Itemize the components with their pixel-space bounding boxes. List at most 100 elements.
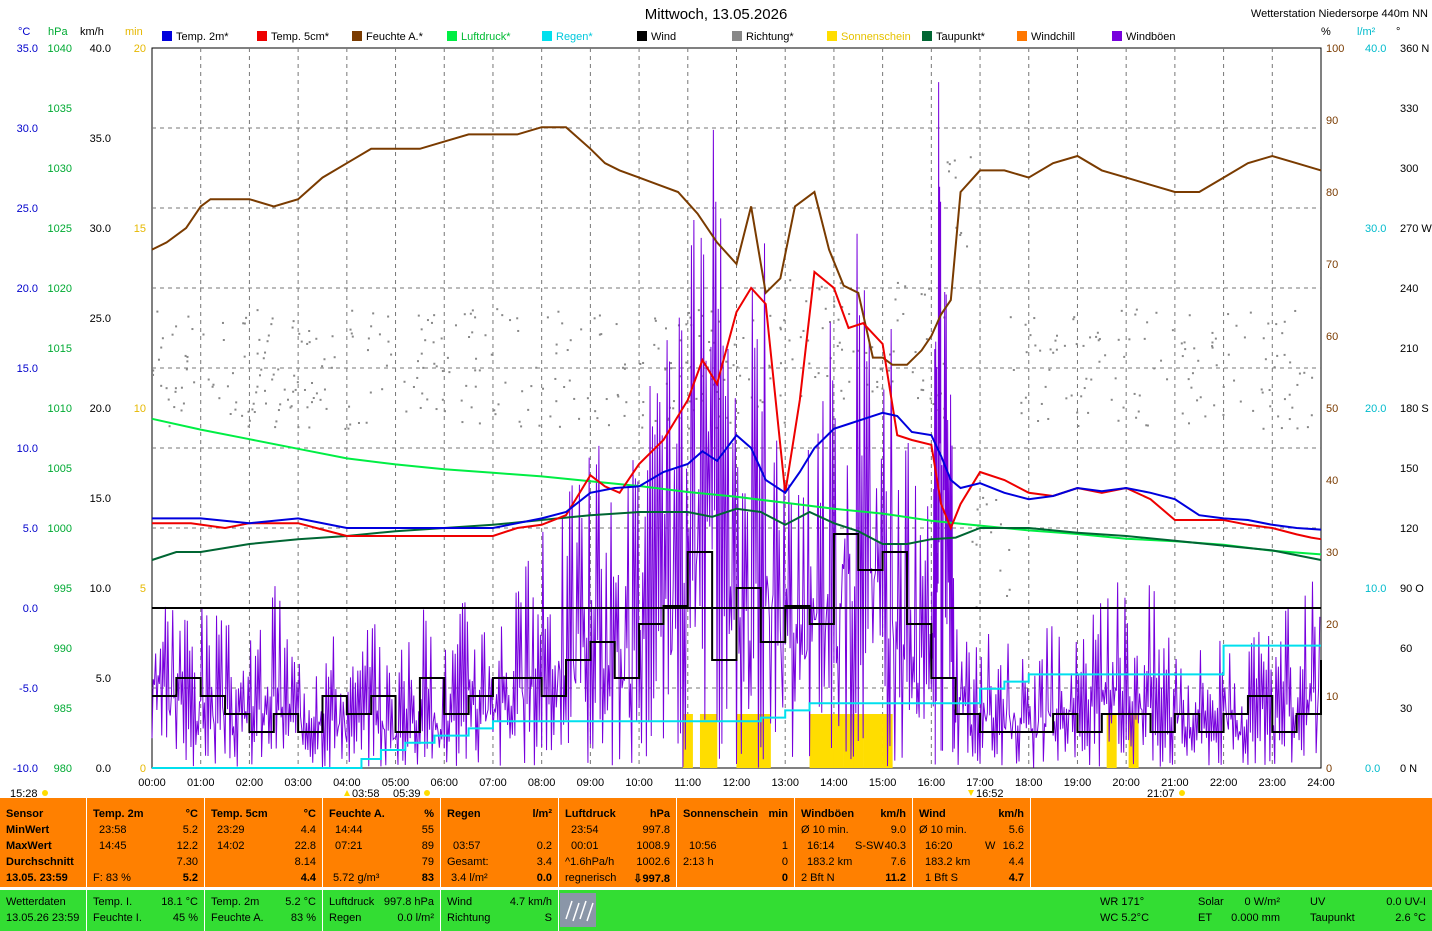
wind-direction-point: [768, 366, 771, 369]
wind-direction-deg: WR 171°: [1100, 896, 1145, 908]
t2m-min-value: 5.2: [182, 824, 198, 836]
wind-direction-point: [538, 424, 541, 427]
tick-label-deg: 210: [1400, 343, 1418, 355]
wind-direction-point: [739, 374, 742, 377]
gust-line: [151, 82, 1321, 768]
wind-direction-point: [174, 387, 177, 390]
wind-direction-point: [805, 300, 808, 303]
wind-direction-point: [871, 390, 874, 393]
sun-avg: 0: [781, 856, 788, 868]
wind-direction-point: [709, 349, 712, 352]
wind-direction-point: [333, 356, 336, 359]
wind-direction-point: [1137, 410, 1140, 413]
wind-direction-point: [1275, 323, 1278, 326]
wind-direction-point: [226, 385, 229, 388]
wind-bft: 1 Bft S: [925, 872, 959, 884]
wind-direction-point: [1188, 314, 1191, 317]
wind-direction-point: [157, 358, 160, 361]
wind-direction-point: [923, 293, 926, 296]
wind-direction-point: [460, 399, 463, 402]
wind-direction-point: [1117, 419, 1120, 422]
wind-direction-point: [308, 341, 311, 344]
wind-direction-point: [1123, 355, 1126, 358]
wind-direction-point: [1215, 364, 1218, 367]
wind-direction-point: [247, 425, 250, 428]
wind-direction-point: [1134, 313, 1137, 316]
wind-direction-point: [838, 341, 841, 344]
wind-direction-point: [954, 176, 957, 179]
wind-direction-point: [841, 348, 844, 351]
series-line: [151, 507, 1322, 561]
wind-direction-point: [1249, 311, 1252, 314]
wind-direction-point: [654, 317, 657, 320]
wind-direction-point: [876, 380, 879, 383]
wind-direction-point: [802, 329, 805, 332]
wind-direction-point: [894, 298, 897, 301]
wind-direction-point: [1075, 343, 1078, 346]
wind-direction-point: [1054, 339, 1057, 342]
tick-label-pct: 100: [1326, 43, 1344, 55]
wind-direction-point: [1261, 391, 1264, 394]
wind-direction-point: [1070, 394, 1073, 397]
wind-direction-point: [1135, 308, 1138, 311]
wind-direction-point: [1133, 392, 1136, 395]
wind-direction-point: [193, 381, 196, 384]
wind-direction-point: [617, 395, 620, 398]
wind-direction-point: [1089, 336, 1092, 339]
legend-swatch: [827, 31, 837, 41]
press-min-value: 997.8: [642, 824, 670, 836]
wind-direction-point: [1211, 331, 1214, 334]
tick-label-pct: 60: [1326, 331, 1338, 343]
tick-label-deg: 150: [1400, 463, 1418, 475]
tick-label-hour: 03:00: [284, 777, 312, 789]
wind-direction-point: [403, 380, 406, 383]
wind-direction-point: [824, 307, 827, 310]
wind-direction-point: [621, 366, 624, 369]
wind-direction-point: [412, 385, 415, 388]
t5cm-unit: °C: [303, 808, 316, 820]
tick-label-kmh: 20.0: [90, 403, 111, 415]
sensor-header: Sensor: [6, 808, 44, 820]
wind-direction-point: [1155, 311, 1158, 314]
wind-direction-point: [256, 309, 259, 312]
tick-label-hour: 08:00: [528, 777, 556, 789]
wind-direction-point: [331, 335, 334, 338]
wind-direction-point: [520, 425, 523, 428]
wind-direction-point: [1024, 396, 1027, 399]
tick-label-lm2: 10.0: [1365, 583, 1386, 595]
tick-label-deg: 180 S: [1400, 403, 1429, 415]
wind-direction-point: [1288, 393, 1291, 396]
wind-direction-point: [1039, 349, 1042, 352]
wind-direction-point: [687, 311, 690, 314]
series-line: [152, 270, 1322, 541]
wind-direction-point: [779, 394, 782, 397]
wind-direction-point: [378, 333, 381, 336]
wind-direction-point: [516, 317, 519, 320]
wind-direction-point: [165, 387, 168, 390]
wind-direction-point: [1095, 335, 1098, 338]
wind-direction-point: [160, 384, 163, 387]
wind-direction-point: [448, 371, 451, 374]
tick-label-lm2: 40.0: [1365, 43, 1386, 55]
wind-direction-point: [173, 406, 176, 409]
tick-label-hour: 17:00: [966, 777, 994, 789]
gust-avg10-label: Ø 10 min.: [801, 824, 849, 836]
tick-label-deg: 120: [1400, 523, 1418, 535]
t2m-current: 5.2: [182, 872, 198, 884]
wind-direction-point: [833, 300, 836, 303]
wind-direction-point: [1188, 422, 1191, 425]
marker-time: 16:52: [976, 788, 1004, 800]
sunshine-bar: [760, 714, 771, 768]
tick-label-hour: 04:00: [333, 777, 361, 789]
tick-label-hpa: 1035: [48, 103, 72, 115]
wind-direction-point: [669, 362, 672, 365]
wind-direction-point: [174, 390, 177, 393]
tick-label-hour: 05:00: [382, 777, 410, 789]
wind-direction-point: [808, 362, 811, 365]
wind-direction-point: [390, 353, 393, 356]
sunshine-bar: [1106, 714, 1117, 768]
wind-direction-point: [293, 374, 296, 377]
wind-direction-point: [271, 317, 274, 320]
wind-direction-point: [535, 366, 538, 369]
wind-direction-point: [1199, 396, 1202, 399]
